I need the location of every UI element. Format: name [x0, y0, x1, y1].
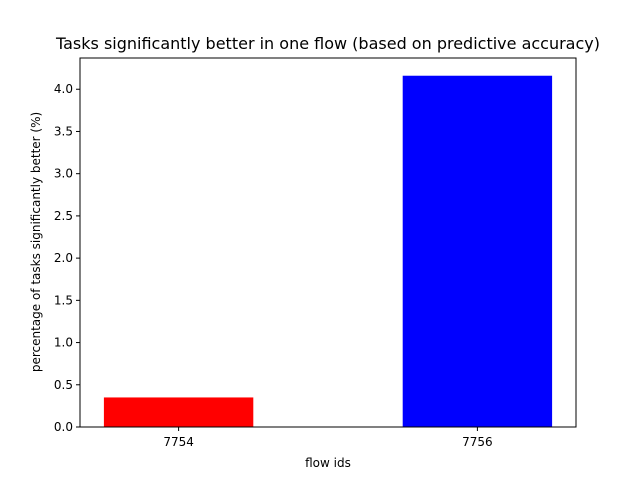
x-tick-label: 7756 [462, 435, 493, 449]
y-tick-label: 4.0 [54, 82, 73, 96]
x-tick-label: 7754 [163, 435, 194, 449]
y-tick-label: 0.0 [54, 420, 73, 434]
bar-7756 [402, 75, 553, 427]
y-tick-label: 3.0 [54, 167, 73, 181]
y-tick-label: 2.0 [54, 251, 73, 265]
y-tick-label: 0.5 [54, 378, 73, 392]
y-axis: 0.0 0.5 1.0 1.5 2.0 2.5 3.0 3.5 4.0 [54, 82, 80, 434]
y-axis-label: percentage of tasks significantly better… [29, 112, 43, 372]
bars-group [103, 75, 553, 427]
y-tick-label: 1.0 [54, 336, 73, 350]
y-tick-label: 3.5 [54, 124, 73, 138]
y-tick-label: 1.5 [54, 293, 73, 307]
chart-title: Tasks significantly better in one flow (… [55, 34, 600, 53]
x-axis: 7754 7756 [163, 427, 493, 449]
plot-area: 0.0 0.5 1.0 1.5 2.0 2.5 3.0 3.5 4.0 7754 7756 [54, 57, 577, 449]
bar-7754 [103, 397, 254, 427]
y-tick-label: 2.5 [54, 209, 73, 223]
x-axis-label: flow ids [305, 456, 351, 470]
plot-frame [79, 57, 577, 428]
